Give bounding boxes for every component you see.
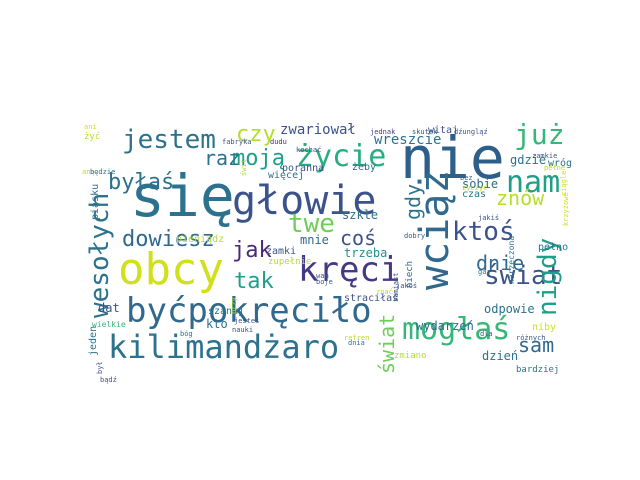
cloud-word: refren: [344, 334, 369, 342]
cloud-word: szanuj: [208, 306, 244, 317]
cloud-word: dzień: [482, 349, 518, 363]
cloud-word: wreszcie: [374, 132, 441, 148]
cloud-word: sam: [518, 333, 554, 357]
cloud-word: bóg: [180, 330, 193, 338]
cloud-word: ciągle: [560, 171, 568, 196]
cloud-word: więcej: [268, 170, 304, 181]
cloud-word: znać: [376, 288, 393, 296]
cloud-word: pieniądz: [176, 234, 224, 245]
cloud-word: nigdy: [533, 238, 563, 316]
cloud-word: wielkie: [92, 320, 126, 329]
cloud-word: wydarzeń: [416, 319, 474, 333]
cloud-word: żyć: [84, 131, 100, 142]
cloud-word: ktoś: [452, 217, 515, 247]
cloud-word: wróg: [548, 157, 572, 169]
cloud-word: jeden: [88, 326, 99, 356]
cloud-word: będzie: [90, 168, 115, 176]
cloud-word: skutek: [412, 128, 438, 136]
cloud-word: życzyć: [462, 184, 487, 192]
cloud-word: był: [96, 361, 104, 374]
cloud-word: świt: [240, 159, 248, 176]
cloud-word: zupełnie: [268, 257, 311, 267]
cloud-word: piasku: [90, 184, 101, 220]
cloud-word: aną: [82, 168, 95, 176]
cloud-word: dnie: [476, 251, 524, 275]
cloud-word: znów: [496, 186, 545, 210]
cloud-word: bardziej: [516, 365, 559, 375]
cloud-word: mogłaś: [402, 312, 510, 347]
cloud-word: jakoś: [396, 282, 417, 290]
cloud-word: pełno: [538, 242, 568, 253]
cloud-word: czy: [236, 122, 276, 147]
cloud-word: żeby: [352, 162, 376, 173]
cloud-word: gdzie: [510, 153, 546, 167]
cloud-word: nam: [506, 165, 560, 200]
cloud-word: jak: [232, 238, 272, 263]
cloud-word: fabryka: [222, 138, 252, 146]
cloud-word: głowie: [232, 178, 377, 224]
cloud-word: moją: [232, 146, 285, 171]
cloud-word: zamkie: [532, 152, 557, 160]
cloud-word: ani: [84, 123, 97, 131]
cloud-word: gaz: [478, 268, 491, 276]
cloud-word: tak: [234, 269, 274, 294]
cloud-word: szkle: [342, 208, 378, 222]
cloud-word: różnych: [516, 334, 546, 342]
cloud-word: wciąż: [412, 170, 458, 290]
cloud-word: krzyżowe: [562, 192, 570, 226]
cloud-word: dat: [98, 301, 120, 315]
cloud-word: coś: [340, 226, 376, 250]
cloud-word: niech: [405, 261, 415, 288]
cloud-word: zamki: [266, 246, 296, 257]
cloud-word: niby: [532, 322, 556, 333]
cloud-word: świat: [375, 314, 399, 374]
cloud-word: witaj: [428, 125, 458, 136]
cloud-word: kto: [206, 317, 228, 331]
cloud-word: obcy: [118, 244, 224, 295]
cloud-word: dźungląź: [454, 128, 488, 136]
cloud-word: kochać: [296, 146, 321, 154]
cloud-word: jednak: [370, 128, 396, 136]
cloud-word: bez: [460, 174, 473, 182]
cloud-word: się: [130, 162, 235, 230]
cloud-word: narzeczona: [507, 236, 516, 284]
cloud-word: byłaś: [108, 170, 174, 195]
cloud-word: sobie: [462, 177, 498, 191]
cloud-word: pełne: [544, 164, 565, 172]
cloud-word: wesołych: [85, 193, 115, 318]
cloud-word: zmiano: [394, 351, 427, 361]
cloud-word: nauki: [232, 326, 253, 334]
cloud-word: jesteś: [234, 317, 259, 325]
cloud-word: jakiś: [478, 214, 499, 222]
cloud-word: dla: [480, 330, 493, 338]
cloud-word: mnie: [300, 233, 329, 247]
cloud-word: świat: [484, 261, 562, 291]
cloud-word: dudu: [270, 138, 287, 146]
cloud-word: zamiast: [392, 272, 400, 302]
cloud-word: dowiesz: [122, 227, 215, 252]
cloud-word: straciłaś: [344, 292, 398, 304]
cloud-word: twe: [288, 209, 335, 239]
cloud-word: dobry: [404, 232, 425, 240]
cloud-word: życie: [296, 139, 386, 174]
cloud-word: wam: [316, 272, 329, 280]
cloud-word: odpowie: [484, 302, 535, 316]
cloud-word: bądź: [100, 376, 117, 384]
cloud-word: czas: [462, 189, 486, 200]
cloud-word: kilimandżaro: [108, 328, 339, 366]
cloud-word: gdy: [401, 184, 425, 220]
cloud-word: kręci: [298, 250, 400, 290]
cloud-word: boje: [316, 278, 333, 286]
cloud-word: przy: [230, 297, 238, 314]
cloud-word: trzeba: [344, 246, 387, 260]
cloud-word: już: [514, 118, 565, 151]
cloud-word: dnia: [348, 339, 365, 347]
cloud-word: poranna: [282, 163, 324, 174]
cloud-word: zwariował: [280, 122, 356, 138]
cloud-word: byćpokręciło: [126, 291, 372, 331]
cloud-word: jestem: [122, 125, 216, 155]
cloud-word: nie: [400, 124, 505, 192]
cloud-word: raz: [204, 146, 240, 170]
